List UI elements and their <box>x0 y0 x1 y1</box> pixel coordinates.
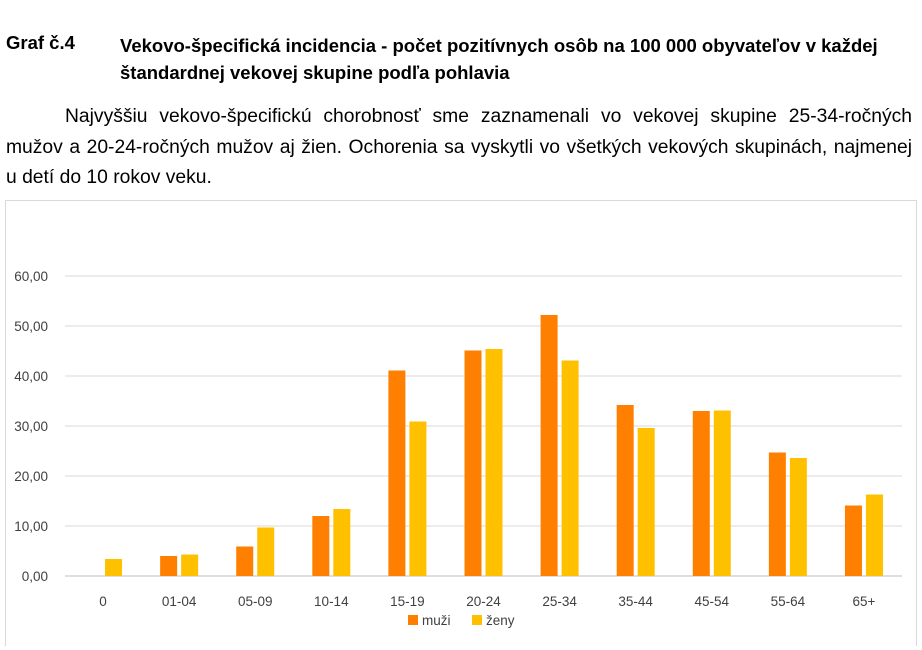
bar-men <box>464 350 482 576</box>
x-tick-label: 20-24 <box>466 594 501 609</box>
y-tick-label: 0,00 <box>22 569 48 584</box>
bar-women <box>637 428 655 576</box>
bar-men <box>236 546 254 576</box>
x-tick-label: 55-64 <box>771 594 806 609</box>
y-tick-label: 50,00 <box>14 319 48 334</box>
bar-women <box>865 494 883 576</box>
bar-men <box>312 516 330 576</box>
x-tick-label: 10-14 <box>314 594 349 609</box>
y-tick-label: 10,00 <box>14 519 48 534</box>
bar-women <box>257 527 275 576</box>
x-tick-label: 15-19 <box>390 594 425 609</box>
legend-swatch-men <box>408 615 418 625</box>
y-tick-label: 30,00 <box>14 419 48 434</box>
bar-men <box>388 370 406 576</box>
bar-men <box>768 452 786 576</box>
bar-men <box>540 315 558 576</box>
bar-women <box>105 559 123 576</box>
x-tick-label: 45-54 <box>695 594 730 609</box>
x-tick-label: 0 <box>99 594 107 609</box>
legend-label-women: ženy <box>486 613 515 628</box>
x-tick-label: 65+ <box>853 594 876 609</box>
bar-women <box>181 554 199 576</box>
x-tick-label: 05-09 <box>238 594 273 609</box>
x-tick-label: 01-04 <box>162 594 197 609</box>
bar-women <box>713 410 731 576</box>
bar-men <box>160 556 178 576</box>
bar-men <box>616 405 634 576</box>
bar-men <box>844 505 862 576</box>
y-tick-label: 20,00 <box>14 469 48 484</box>
chart-number: Graf č.4 <box>6 32 75 53</box>
bar-women <box>409 421 427 576</box>
y-tick-label: 60,00 <box>14 269 48 284</box>
x-tick-label: 25-34 <box>542 594 577 609</box>
x-tick-label: 35-44 <box>618 594 653 609</box>
chart-frame <box>5 200 917 646</box>
bar-women <box>333 509 351 576</box>
description-paragraph: Najvyššiu vekovo-špecifickú chorobnosť s… <box>6 106 912 188</box>
legend-label-men: muži <box>422 613 451 628</box>
y-tick-label: 40,00 <box>14 369 48 384</box>
chart-title: Vekovo-špecifická incidencia - počet poz… <box>120 35 878 83</box>
bar-women <box>561 360 579 576</box>
legend-swatch-women <box>472 615 482 625</box>
bar-women <box>789 458 807 576</box>
bar-women <box>485 349 503 576</box>
bar-men <box>692 411 710 576</box>
